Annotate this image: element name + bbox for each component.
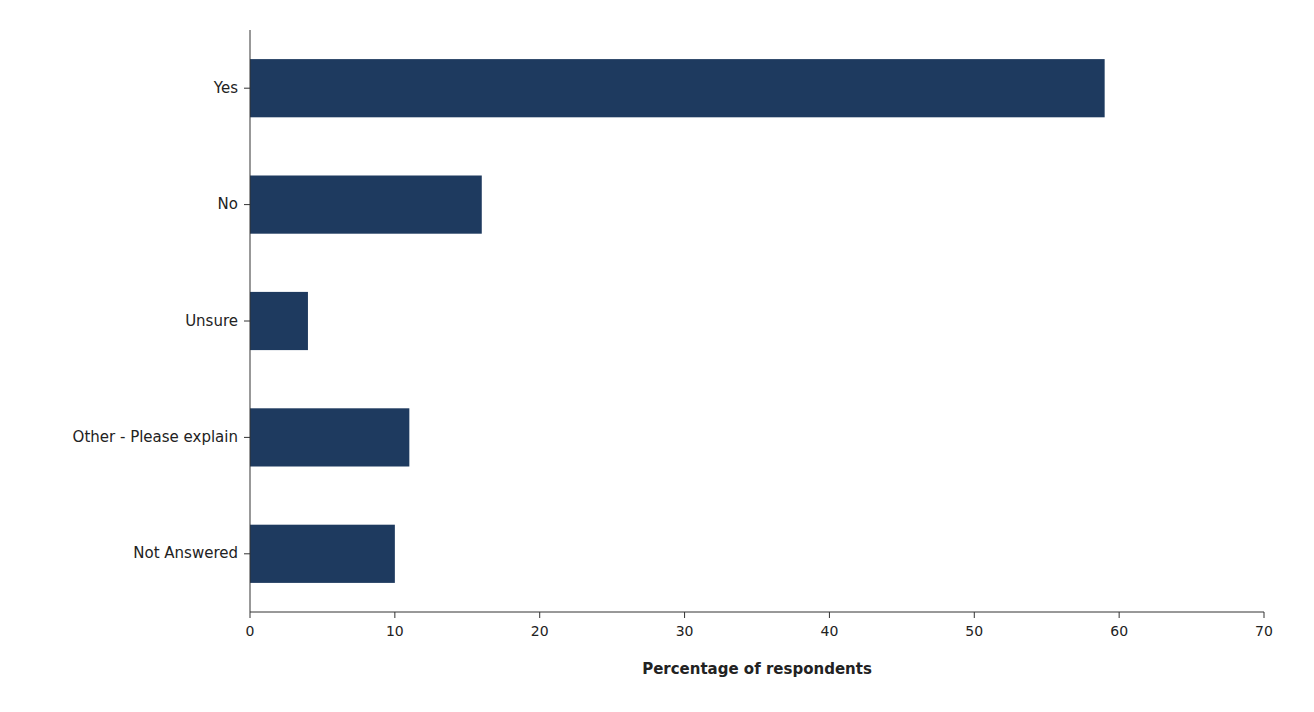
x-axis-line [250, 612, 1264, 613]
x-tick [1264, 612, 1265, 618]
y-tick [244, 204, 250, 205]
x-tick [539, 612, 540, 618]
bars [250, 59, 1105, 583]
x-tick [394, 612, 395, 618]
x-axis: 0 10 20 30 40 50 60 70 Percentage of respondents [246, 612, 1273, 678]
y-tick-label: Not Answered [133, 544, 238, 562]
bar [250, 408, 409, 466]
bar [250, 59, 1105, 117]
x-tick-label: 40 [821, 623, 839, 639]
y-tick-label: Unsure [185, 312, 238, 330]
y-axis: Not Answered Other - Please explain Unsure… [73, 30, 250, 612]
x-tick [250, 612, 251, 618]
x-tick-label: 50 [965, 623, 983, 639]
x-axis-label: Percentage of respondents [642, 660, 872, 678]
x-tick-label: 70 [1255, 623, 1273, 639]
bar [250, 176, 482, 234]
chart-container: 0 10 20 30 40 50 60 70 Percentage of respondents… [0, 0, 1314, 712]
x-tick [1119, 612, 1120, 618]
page: {"chart_data": {"type": "bar", "orientat… [0, 0, 1314, 712]
y-tick [244, 437, 250, 438]
bar [250, 525, 395, 583]
y-tick-label: No [218, 195, 238, 213]
x-tick [974, 612, 975, 618]
bar [250, 292, 308, 350]
y-tick [244, 88, 250, 89]
x-tick-label: 20 [531, 623, 549, 639]
x-tick-label: 0 [246, 623, 255, 639]
y-tick-label: Yes [213, 79, 238, 97]
y-tick [244, 553, 250, 554]
x-tick [829, 612, 830, 618]
x-tick-label: 30 [676, 623, 694, 639]
x-tick [684, 612, 685, 618]
y-tick-label: Other - Please explain [73, 428, 238, 446]
chart-svg: 0 10 20 30 40 50 60 70 Percentage of respondents… [0, 0, 1314, 712]
x-tick-label: 10 [386, 623, 404, 639]
x-tick-label: 60 [1110, 623, 1128, 639]
y-tick [244, 321, 250, 322]
